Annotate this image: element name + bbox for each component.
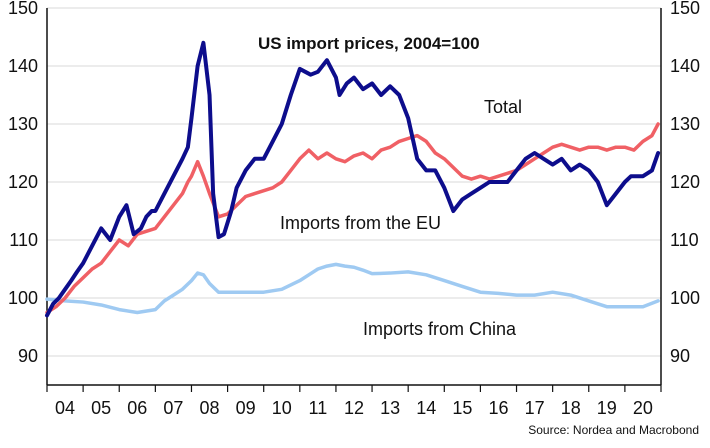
y-tick-label-left: 130	[8, 114, 38, 134]
annotation-eu: Imports from the EU	[280, 213, 441, 233]
y-tick-label-left: 90	[18, 346, 38, 366]
series-line-total	[45, 40, 661, 318]
x-tick-label: 08	[200, 398, 220, 418]
x-tick-label: 09	[236, 398, 256, 418]
y-tick-label-left: 140	[8, 56, 38, 76]
source-note: Source: Nordea and Macrobond	[528, 423, 699, 437]
x-tick-label: 13	[380, 398, 400, 418]
y-ticks: 90 90 100 100 110 110 120 120 130 130 140 140 150 150	[8, 0, 700, 366]
x-tick-label: 05	[91, 398, 111, 418]
x-tick-label: 20	[633, 398, 653, 418]
y-tick-label-left: 120	[8, 172, 38, 192]
y-tick-label-left: 100	[8, 288, 38, 308]
axes	[46, 8, 662, 386]
x-tick-label: 11	[309, 398, 328, 418]
x-tick-label: 16	[488, 398, 508, 418]
series-line-imports-from-the-eu	[45, 122, 660, 315]
y-tick-label-right: 110	[670, 230, 699, 250]
y-tick-label-right: 100	[670, 288, 700, 308]
x-tick-label: 06	[127, 398, 147, 418]
y-tick-label-right: 130	[670, 114, 700, 134]
x-tick-label: 10	[272, 398, 292, 418]
y-tick-label-right: 140	[670, 56, 700, 76]
series-line-imports-from-china	[45, 262, 660, 315]
x-tick-label: 17	[525, 398, 545, 418]
chart-title: US import prices, 2004=100	[258, 34, 480, 53]
x-tick-label: 12	[344, 398, 364, 418]
x-tick-label: 07	[163, 398, 183, 418]
series-lines	[45, 40, 661, 318]
y-tick-label-right: 90	[670, 346, 690, 366]
annotation-china: Imports from China	[363, 319, 517, 339]
x-tick-label: 19	[597, 398, 617, 418]
y-tick-label-right: 120	[670, 172, 700, 192]
y-tick-label-left: 110	[9, 230, 38, 250]
y-tick-label-left: 150	[8, 0, 38, 18]
gridlines	[47, 7, 661, 357]
x-tick-label: 04	[55, 398, 75, 418]
y-tick-label-right: 150	[670, 0, 700, 18]
x-tick-label: 14	[416, 398, 436, 418]
x-ticks: 04 05 06 07 08 09 10 11 12 13 14 15 16 17 18 19 20	[46, 385, 662, 418]
x-tick-label: 15	[452, 398, 472, 418]
annotation-total: Total	[484, 97, 522, 117]
x-tick-label: 18	[561, 398, 581, 418]
